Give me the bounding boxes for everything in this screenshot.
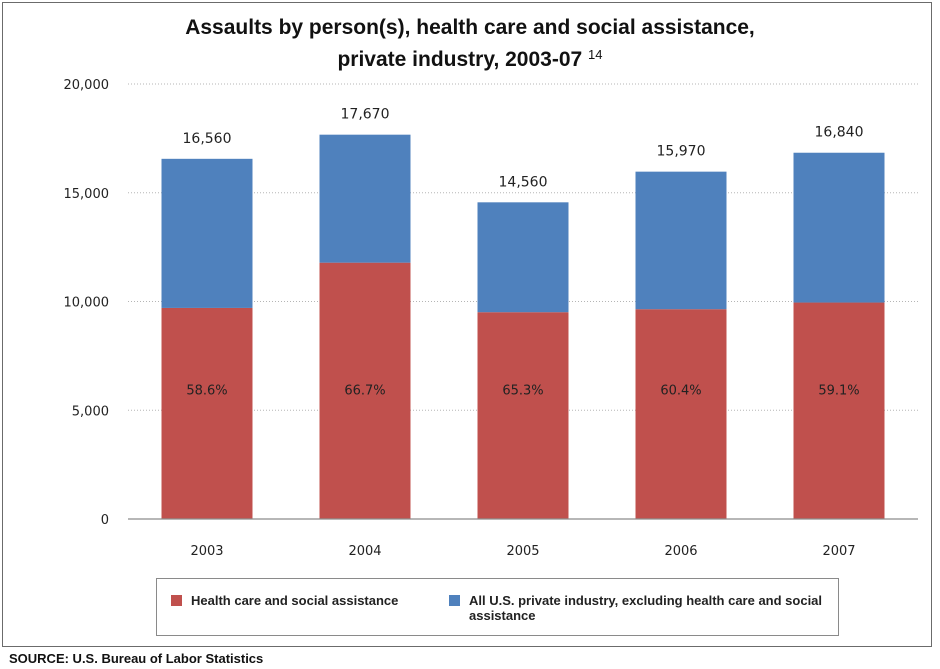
percent-label: 58.6%	[186, 383, 227, 398]
x-tick-label: 2003	[190, 544, 223, 559]
chart-title-line1: Assaults by person(s), health care and s…	[185, 16, 755, 39]
bar-segment-health-care	[319, 262, 411, 519]
legend: Health care and social assistance All U.…	[156, 578, 839, 636]
x-tick-label: 2004	[348, 544, 381, 559]
legend-item-health-care: Health care and social assistance	[171, 593, 398, 608]
bar-segment-health-care	[635, 309, 727, 519]
chart-title-line2: private industry, 2003-07 14	[0, 41, 940, 73]
bar-segment-health-care	[161, 307, 253, 519]
x-tick-label: 2007	[822, 544, 855, 559]
data-labels: 58.6% 16,560 66.7% 17,670 65.3% 14,560 60.4% 15…	[183, 107, 864, 399]
bars	[161, 134, 885, 519]
legend-label-health-care: Health care and social assistance	[191, 593, 399, 608]
y-tick-label: 20,000	[64, 78, 110, 93]
bar-segment-private-industry	[161, 158, 253, 308]
total-label: 16,560	[183, 131, 232, 147]
bar-segment-private-industry	[477, 202, 569, 313]
bar-segment-health-care	[477, 312, 569, 519]
chart-title: Assaults by person(s), health care and s…	[0, 14, 940, 73]
percent-label: 59.1%	[818, 383, 859, 398]
source-note: SOURCE: U.S. Bureau of Labor Statistics	[9, 651, 264, 666]
bar-segment-private-industry	[793, 152, 885, 303]
legend-swatch-health-care	[171, 595, 182, 606]
percent-label: 65.3%	[502, 383, 543, 398]
y-axis: 0 5,000 10,000 15,000 20,000	[64, 78, 110, 528]
x-tick-label: 2006	[664, 544, 697, 559]
legend-item-private-industry: All U.S. private industry, excluding hea…	[449, 593, 829, 623]
legend-label-private-industry: All U.S. private industry, excluding hea…	[469, 593, 823, 623]
bar-segment-private-industry	[319, 134, 411, 263]
title-footnote: 14	[588, 47, 603, 62]
total-label: 16,840	[815, 125, 864, 141]
y-tick-label: 10,000	[64, 296, 110, 311]
chart-title-line2-text: private industry, 2003-07	[337, 48, 583, 71]
total-label: 17,670	[341, 107, 390, 123]
y-tick-label: 15,000	[64, 187, 110, 202]
x-axis: 2003 2004 2005 2006 2007	[128, 518, 918, 559]
bar-segment-private-industry	[635, 171, 727, 310]
y-tick-label: 0	[101, 513, 109, 528]
y-tick-label: 5,000	[72, 404, 109, 419]
chart-frame	[2, 2, 932, 647]
bar-segment-health-care	[793, 302, 885, 519]
percent-label: 66.7%	[344, 383, 385, 398]
total-label: 14,560	[499, 174, 548, 190]
percent-label: 60.4%	[660, 383, 701, 398]
x-tick-label: 2005	[506, 544, 539, 559]
legend-swatch-private-industry	[449, 595, 460, 606]
total-label: 15,970	[657, 144, 706, 160]
